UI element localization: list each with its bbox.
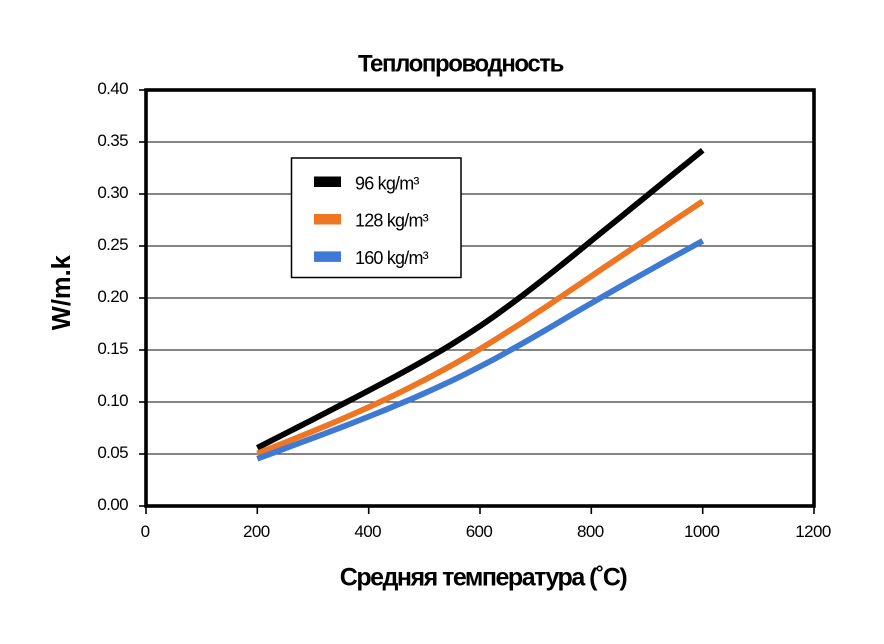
svg-text:96 kg/m³: 96 kg/m³ [355,173,419,193]
svg-text:800: 800 [577,522,604,541]
svg-text:0.10: 0.10 [97,391,128,410]
svg-text:0.25: 0.25 [97,235,128,254]
svg-text:160 kg/m³: 160 kg/m³ [355,248,429,268]
svg-text:0.05: 0.05 [97,443,128,462]
svg-text:600: 600 [466,522,493,541]
svg-text:0.20: 0.20 [97,287,128,306]
svg-text:1200: 1200 [795,522,831,541]
svg-text:1000: 1000 [684,522,720,541]
svg-text:0.35: 0.35 [97,131,128,150]
svg-text:Теплопроводность: Теплопроводность [358,51,564,78]
svg-text:Средняя температура (˚C): Средняя температура (˚C) [340,564,628,592]
svg-text:0: 0 [141,522,150,541]
svg-text:400: 400 [354,522,381,541]
svg-text:128 kg/m³: 128 kg/m³ [355,211,429,231]
svg-text:200: 200 [243,522,270,541]
svg-text:0.40: 0.40 [97,79,128,98]
svg-text:0.00: 0.00 [97,495,128,514]
svg-text:0.15: 0.15 [97,339,128,358]
svg-text:0.30: 0.30 [97,183,128,202]
svg-text:W/m.k: W/m.k [48,254,76,330]
